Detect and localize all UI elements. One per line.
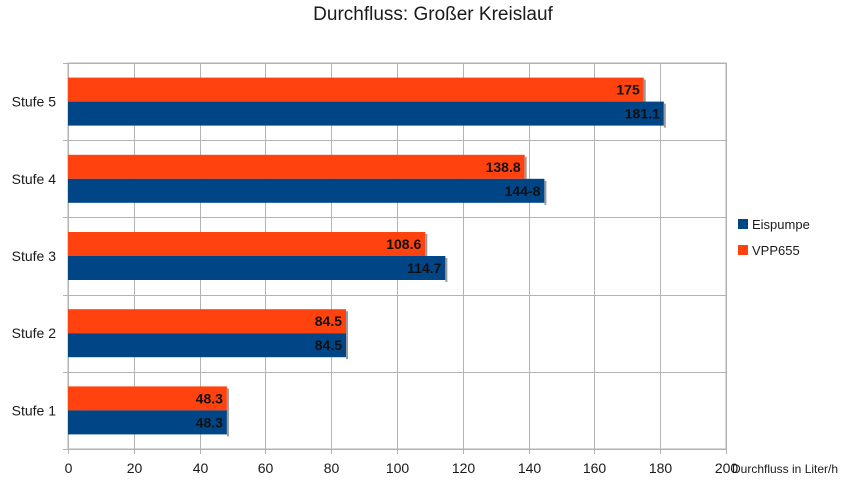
x-tick-label: 80 (324, 460, 340, 476)
bar (68, 333, 347, 358)
y-category-label: Stufe 2 (12, 325, 57, 341)
bar-shadow (226, 388, 229, 413)
x-axis-title: Durchfluss in Liter/h (732, 462, 838, 476)
data-label: 144-8 (505, 183, 541, 199)
x-tick-label: 140 (518, 460, 542, 476)
legend-swatch (738, 219, 748, 229)
bar (68, 232, 426, 256)
data-label: 175 (616, 82, 640, 98)
bar-shadow (346, 335, 349, 360)
legend-swatch (738, 245, 748, 255)
x-tick-label: 180 (649, 460, 673, 476)
y-category-label: Stufe 4 (12, 171, 57, 187)
bar (68, 256, 446, 280)
bar-shadow (445, 258, 448, 282)
data-label: 84.5 (315, 313, 342, 329)
bar (68, 101, 664, 126)
bar-shadow (544, 180, 547, 205)
bar-shadow (425, 234, 428, 258)
bar (68, 410, 227, 435)
legend-label: Eispumpe (752, 217, 810, 232)
bar-shadow (346, 311, 349, 336)
bar-shadow (643, 79, 646, 104)
x-tick-label: 60 (258, 460, 274, 476)
bar (68, 386, 227, 411)
bar (68, 154, 525, 179)
bar-shadow (524, 156, 527, 181)
data-label: 138.8 (486, 159, 521, 175)
x-tick-label: 100 (386, 460, 410, 476)
legend-label: VPP655 (752, 243, 800, 258)
x-tick-label: 200 (715, 460, 739, 476)
bar-shadow (663, 103, 666, 128)
data-label: 108.6 (386, 236, 421, 252)
bar (68, 178, 545, 203)
data-label: 181.1 (625, 106, 660, 122)
data-label: 114.7 (407, 260, 441, 276)
x-tick-label: 160 (583, 460, 607, 476)
y-category-label: Stufe 3 (12, 248, 57, 264)
y-category-label: Stufe 1 (12, 402, 57, 418)
x-tick-label: 20 (127, 460, 143, 476)
x-tick-label: 120 (452, 460, 476, 476)
bar (68, 309, 347, 334)
x-tick-label: 0 (65, 460, 73, 476)
bar-shadow (226, 412, 229, 437)
bar (68, 77, 644, 102)
y-category-label: Stufe 5 (12, 94, 57, 110)
data-label: 84.5 (315, 337, 342, 353)
x-tick-label: 40 (193, 460, 209, 476)
data-label: 48.3 (196, 414, 223, 430)
data-label: 48.3 (196, 390, 223, 406)
chart-title: Durchfluss: Großer Kreislauf (313, 4, 553, 25)
